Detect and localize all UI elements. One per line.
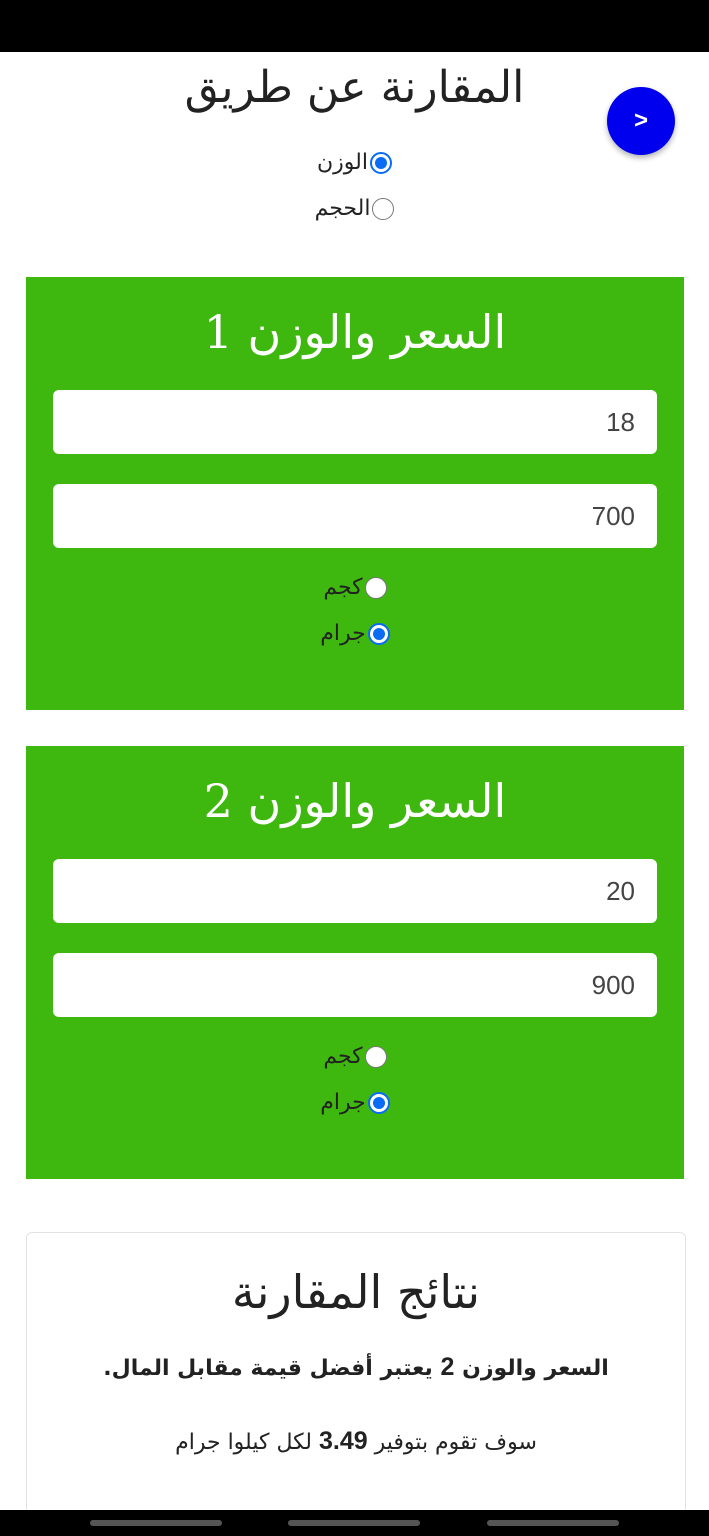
savings-amount: 3.49 bbox=[318, 1427, 368, 1455]
radio-icon[interactable] bbox=[372, 197, 395, 220]
text: لكل كيلوا جرام bbox=[175, 1430, 312, 1455]
radio-label: الحجم bbox=[314, 196, 371, 221]
radio-unit-gram[interactable]: جرام bbox=[26, 621, 684, 646]
radio-label: كجم bbox=[323, 1044, 363, 1069]
radio-icon-selected[interactable] bbox=[367, 1091, 390, 1114]
results-title: نتائج المقارنة bbox=[231, 1265, 481, 1319]
nav-home-button[interactable] bbox=[288, 1520, 420, 1526]
radio-icon-selected[interactable] bbox=[367, 622, 390, 645]
radio-icon[interactable] bbox=[364, 1045, 387, 1068]
winner-number: 2 bbox=[440, 1353, 455, 1381]
nav-recent-button[interactable] bbox=[90, 1520, 222, 1526]
radio-label: كجم bbox=[323, 575, 363, 600]
results-card: نتائج المقارنة السعر والوزن 2 يعتبر أفضل… bbox=[26, 1232, 686, 1534]
item-card-1: السعر والوزن 1 كجم جرام bbox=[26, 277, 684, 710]
price-input[interactable] bbox=[53, 859, 657, 923]
navigation-bar bbox=[0, 1510, 709, 1536]
next-button[interactable]: > bbox=[607, 87, 675, 155]
radio-label: الوزن bbox=[317, 150, 368, 175]
text: يعتبر أفضل قيمة مقابل المال. bbox=[103, 1356, 433, 1381]
radio-unit-kg[interactable]: كجم bbox=[26, 575, 684, 600]
radio-unit-kg[interactable]: كجم bbox=[26, 1044, 684, 1069]
price-input[interactable] bbox=[53, 390, 657, 454]
text: سوف تقوم بتوفير bbox=[374, 1430, 537, 1455]
radio-label: جرام bbox=[320, 1090, 366, 1115]
status-bar bbox=[0, 0, 709, 52]
weight-input[interactable] bbox=[53, 484, 657, 548]
radio-label: جرام bbox=[320, 621, 366, 646]
best-value-text: السعر والوزن 2 يعتبر أفضل قيمة مقابل الم… bbox=[27, 1353, 685, 1382]
radio-compare-weight[interactable]: الوزن bbox=[0, 150, 709, 175]
radio-icon-selected[interactable] bbox=[369, 151, 392, 174]
nav-back-button[interactable] bbox=[487, 1520, 619, 1526]
page-title: المقارنة عن طريق bbox=[184, 62, 525, 113]
radio-unit-gram[interactable]: جرام bbox=[26, 1090, 684, 1115]
item-title: السعر والوزن 1 bbox=[203, 305, 507, 359]
radio-compare-volume[interactable]: الحجم bbox=[0, 196, 709, 221]
item-title: السعر والوزن 2 bbox=[203, 774, 507, 828]
text: السعر والوزن bbox=[462, 1356, 609, 1381]
weight-input[interactable] bbox=[53, 953, 657, 1017]
radio-icon[interactable] bbox=[364, 576, 387, 599]
item-card-2: السعر والوزن 2 كجم جرام bbox=[26, 746, 684, 1179]
savings-text: سوف تقوم بتوفير 3.49 لكل كيلوا جرام bbox=[27, 1427, 685, 1456]
